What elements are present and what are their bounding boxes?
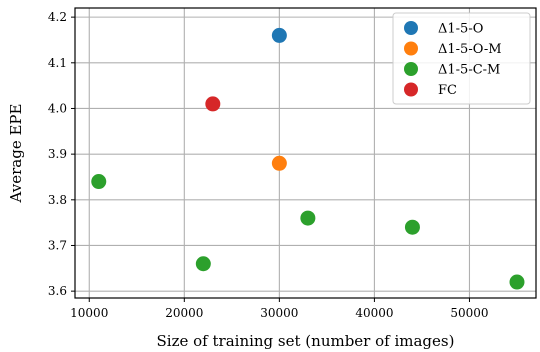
legend-label: Δ1-5-O-M: [438, 42, 502, 57]
x-axis-label: Size of training set (number of images): [157, 332, 455, 350]
grid: [75, 8, 536, 298]
plot-frame: [74, 7, 537, 299]
data-point: [271, 155, 287, 171]
x-tick-label: 10000: [70, 306, 108, 320]
legend-label: FC: [438, 83, 457, 98]
y-tick-label: 3.8: [48, 193, 67, 207]
x-tick-label: 40000: [355, 306, 393, 320]
y-tick-label: 4.2: [48, 10, 67, 24]
data-point: [205, 96, 221, 112]
y-tick-label: 4.0: [48, 101, 67, 115]
y-tick-label: 3.6: [48, 284, 67, 298]
legend: Δ1-5-O Δ1-5-O-M Δ1-5-C-M FC: [392, 12, 531, 105]
legend-marker: [404, 62, 418, 76]
x-tick-label: 50000: [450, 306, 488, 320]
legend-box: [392, 12, 531, 105]
legend-label: Δ1-5-O: [438, 22, 483, 37]
x-tick-label: 30000: [260, 306, 298, 320]
data-point: [195, 256, 211, 272]
y-tick-label: 3.7: [48, 238, 67, 252]
legend-marker: [404, 21, 418, 35]
y-tick-label: 3.9: [48, 147, 67, 161]
data-points: [91, 27, 525, 290]
data-point: [300, 210, 316, 226]
data-point: [271, 27, 287, 43]
legend-marker: [404, 82, 418, 97]
axis-ticks: 10000 20000 30000 40000 50000 3.6 3.7 3.8 3.9 4.0…: [48, 10, 489, 320]
legend-label: Δ1-5-C-M: [438, 63, 500, 78]
x-tick-label: 20000: [165, 306, 203, 320]
legend-marker: [404, 41, 418, 56]
data-point: [404, 219, 420, 235]
y-tick-label: 4.1: [48, 56, 67, 70]
data-point: [91, 174, 107, 190]
y-axis-label: Average EPE: [7, 104, 25, 204]
data-point: [509, 274, 525, 290]
